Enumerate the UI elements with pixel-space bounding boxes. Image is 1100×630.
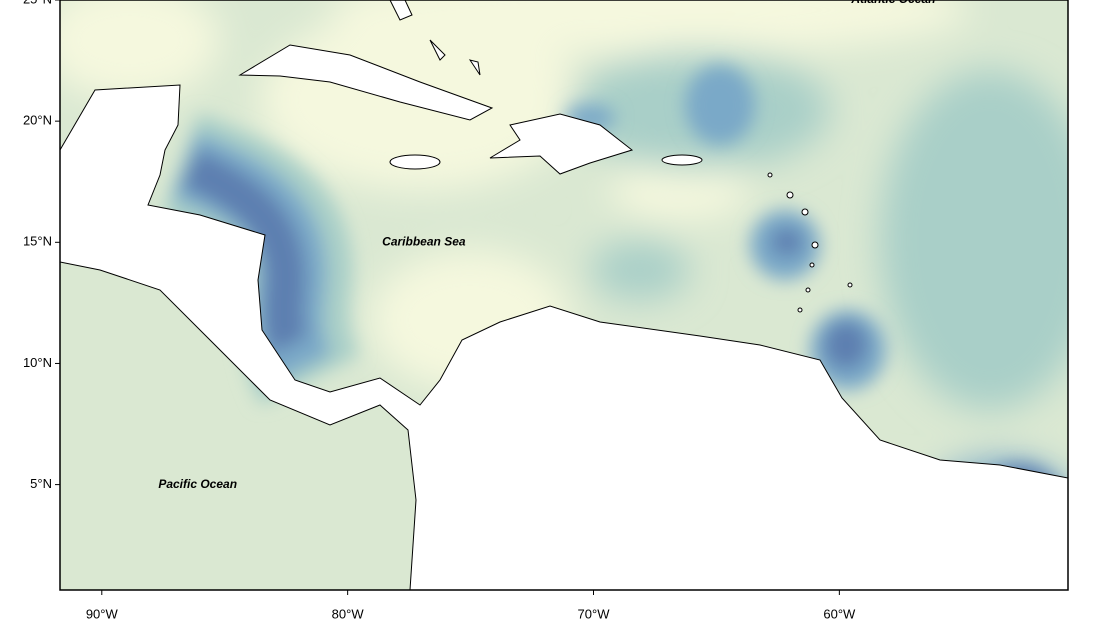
x-tick-label: 90°W xyxy=(86,606,119,621)
frame xyxy=(59,0,1069,591)
cuba xyxy=(238,44,494,121)
intensity-core xyxy=(118,65,1065,555)
y-tick-label: 20°N xyxy=(23,113,52,128)
y-tick-label: 10°N xyxy=(23,355,52,370)
lesser-antilles xyxy=(767,172,853,313)
mainland xyxy=(60,84,1068,590)
bahamas xyxy=(389,0,481,76)
place-label: Atlantic Ocean xyxy=(850,0,935,6)
jamaica xyxy=(389,154,441,170)
hispaniola xyxy=(489,113,634,175)
x-tick-label: 60°W xyxy=(823,606,856,621)
puerto-rico xyxy=(661,154,703,166)
place-label: Caribbean Sea xyxy=(382,234,466,248)
y-tick-label: 25°N xyxy=(23,0,52,6)
place-label: Pacific Ocean xyxy=(158,477,237,491)
y-tick-label: 5°N xyxy=(30,476,52,491)
x-tick-label: 80°W xyxy=(332,606,365,621)
y-tick-label: 15°N xyxy=(23,234,52,249)
map-area xyxy=(60,0,1068,590)
x-tick-label: 70°W xyxy=(578,606,611,621)
